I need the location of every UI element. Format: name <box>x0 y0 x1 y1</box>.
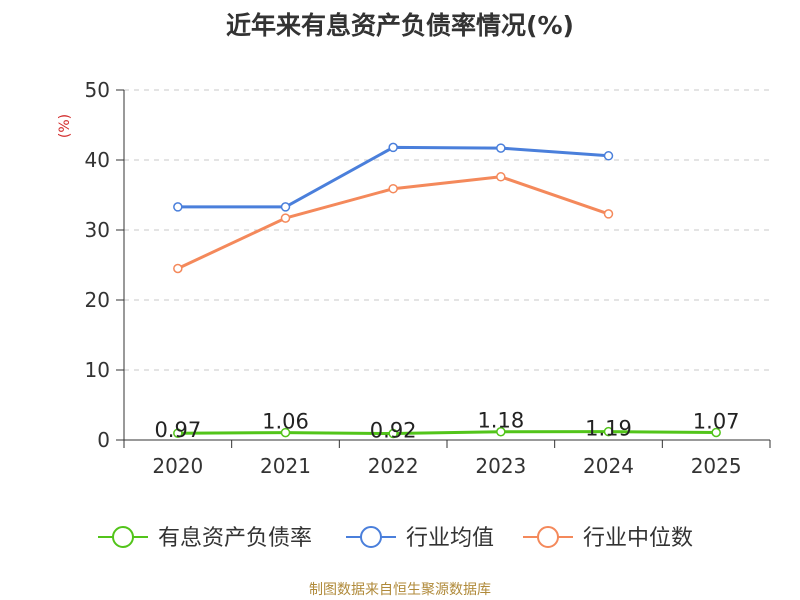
data-point <box>496 172 506 182</box>
legend-marker <box>112 526 134 548</box>
legend-label: 行业中位数 <box>583 526 693 551</box>
series-line-0 <box>177 430 717 436</box>
data-label: 0.97 <box>154 418 201 442</box>
series-line-1 <box>177 145 609 209</box>
legend-item-2: 行业中位数 <box>523 526 693 551</box>
data-point <box>173 428 183 438</box>
legend-item-0: 有息资产负债率 <box>98 526 312 551</box>
data-point <box>280 213 291 223</box>
data-point <box>496 143 506 153</box>
data-point <box>173 263 183 274</box>
data-label: 1.18 <box>477 409 524 433</box>
legend-label: 行业均值 <box>406 526 494 551</box>
y-tick-label: 40 <box>85 148 110 172</box>
axes: 0 10 20 30 40 50 2020 2021 2022 2023 2024 2025 (%) <box>57 78 771 478</box>
y-tick-label: 20 <box>85 288 110 312</box>
y-tick-label: 50 <box>85 78 110 102</box>
x-tick-label: 2020 <box>152 454 203 478</box>
x-tick-label: 2024 <box>583 454 634 478</box>
data-label: 1.07 <box>693 410 740 434</box>
data-label: 0.92 <box>370 419 417 443</box>
x-tick-label: 2025 <box>691 454 742 478</box>
x-tick-label: 2022 <box>368 454 419 478</box>
data-label: 1.06 <box>262 410 309 434</box>
data-point <box>388 183 398 194</box>
grid-lines <box>124 89 770 371</box>
x-tick-label: 2023 <box>475 454 526 478</box>
data-point <box>711 427 721 438</box>
data-point <box>280 427 291 438</box>
legend-label: 有息资产负债率 <box>158 526 312 551</box>
data-point <box>496 426 506 437</box>
chart-title: 近年来有息资产负债率情况(%) <box>226 11 574 40</box>
y-tick-label: 30 <box>85 218 110 242</box>
legend: 有息资产负债率 行业均值 行业中位数 <box>98 526 693 551</box>
data-labels: 0.97 1.06 0.92 1.18 1.19 1.07 <box>154 409 739 443</box>
legend-marker <box>360 526 382 548</box>
y-tick-label: 0 <box>97 428 110 452</box>
data-point <box>280 202 291 212</box>
data-point <box>388 428 398 439</box>
legend-item-1: 行业均值 <box>346 526 494 551</box>
legend-marker <box>537 526 559 548</box>
data-point <box>388 142 398 153</box>
data-point <box>603 426 614 437</box>
y-axis-label: (%) <box>57 114 73 138</box>
data-point <box>603 151 614 161</box>
source-note: 制图数据来自恒生聚源数据库 <box>309 582 491 598</box>
series-lines <box>173 142 721 439</box>
data-label: 1.19 <box>585 417 632 441</box>
y-tick-label: 10 <box>85 358 110 382</box>
data-point <box>603 209 614 219</box>
data-point <box>173 202 183 212</box>
x-tick-label: 2021 <box>260 454 311 478</box>
